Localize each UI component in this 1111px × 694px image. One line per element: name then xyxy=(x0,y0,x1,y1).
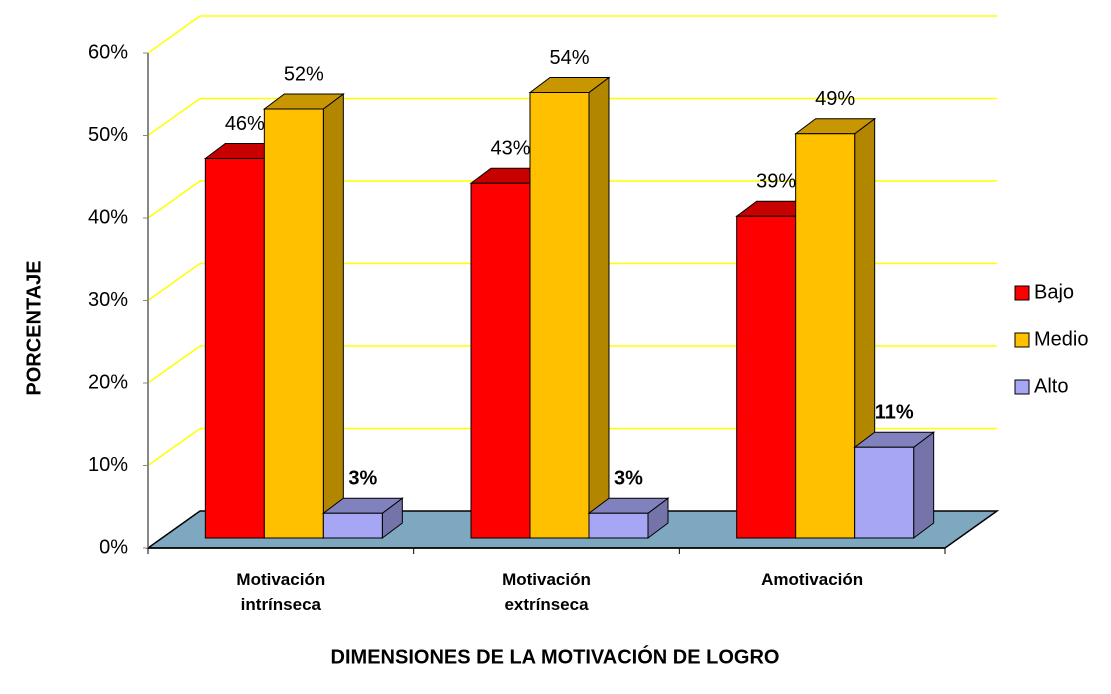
y-tick-label: 50% xyxy=(88,124,128,146)
y-tick-label: 20% xyxy=(88,371,128,393)
legend-label: Medio xyxy=(1034,328,1088,350)
data-label: 54% xyxy=(549,47,589,69)
bar xyxy=(204,158,265,539)
bar xyxy=(588,512,649,539)
grid-line xyxy=(147,180,201,219)
bar xyxy=(795,133,856,539)
legend-swatch xyxy=(1014,332,1030,348)
legend-label: Alto xyxy=(1034,375,1068,397)
data-label: 49% xyxy=(815,88,855,110)
y-tick-label: 10% xyxy=(88,454,128,476)
bar xyxy=(322,512,383,539)
bar-side xyxy=(588,76,610,539)
grid-line xyxy=(147,262,201,302)
x-axis-title: DIMENSIONES DE LA MOTIVACIÓN DE LOGRO xyxy=(331,644,780,668)
x-tick-label: Motivación extrínseca xyxy=(502,570,591,614)
y-tick-label: 40% xyxy=(88,206,128,228)
x-tick-label: Amotivación xyxy=(761,570,864,589)
data-label: 39% xyxy=(756,171,796,193)
bar xyxy=(736,215,797,539)
data-label: 43% xyxy=(490,138,530,160)
grid-line xyxy=(147,345,201,384)
y-tick-label: 0% xyxy=(99,536,128,558)
legend-label: Bajo xyxy=(1034,281,1074,303)
bar xyxy=(854,446,915,539)
bar xyxy=(263,108,324,539)
x-tick-label: Motivación intrínseca xyxy=(236,570,326,614)
grid-line xyxy=(147,15,201,54)
bar xyxy=(529,92,590,539)
bar-side xyxy=(913,431,935,539)
data-label: 3% xyxy=(348,468,377,490)
y-tick-label: 60% xyxy=(88,41,128,63)
data-label: 52% xyxy=(284,63,324,85)
data-label: 46% xyxy=(225,113,265,135)
bar xyxy=(470,182,531,539)
legend-swatch xyxy=(1014,285,1030,301)
data-label: 11% xyxy=(875,402,914,424)
y-tick-label: 30% xyxy=(88,289,128,311)
bar-side xyxy=(322,93,344,539)
y-axis-title: PORCENTAJE xyxy=(23,260,45,395)
grid-line xyxy=(147,97,201,137)
grid-line xyxy=(147,427,201,467)
data-label: 3% xyxy=(614,468,643,490)
legend-swatch xyxy=(1014,379,1030,395)
